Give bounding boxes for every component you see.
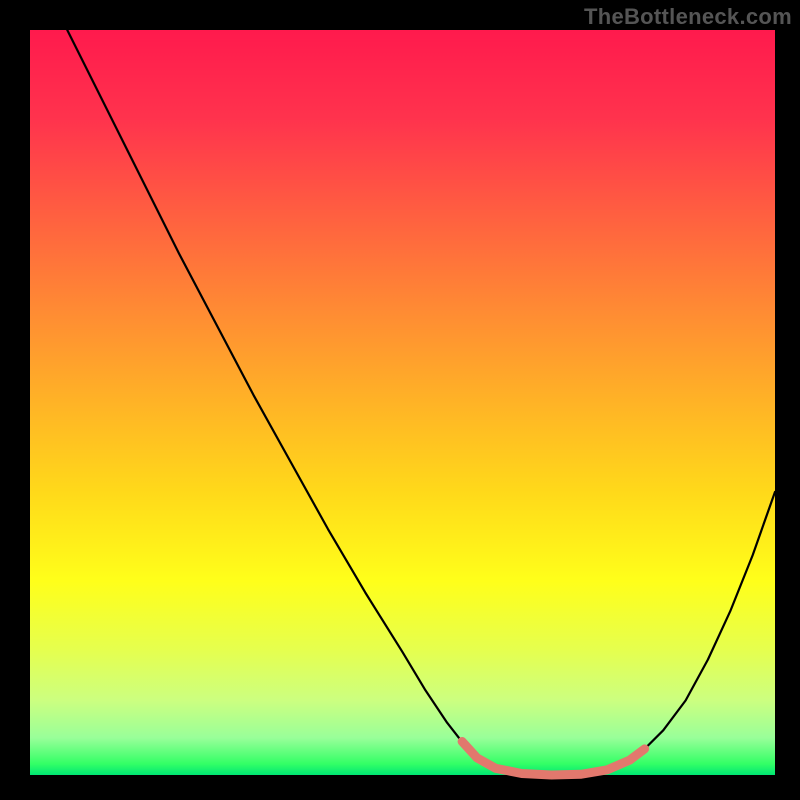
plot-background [30,30,775,775]
bottleneck-chart: TheBottleneck.com [0,0,800,800]
chart-svg [0,0,800,800]
